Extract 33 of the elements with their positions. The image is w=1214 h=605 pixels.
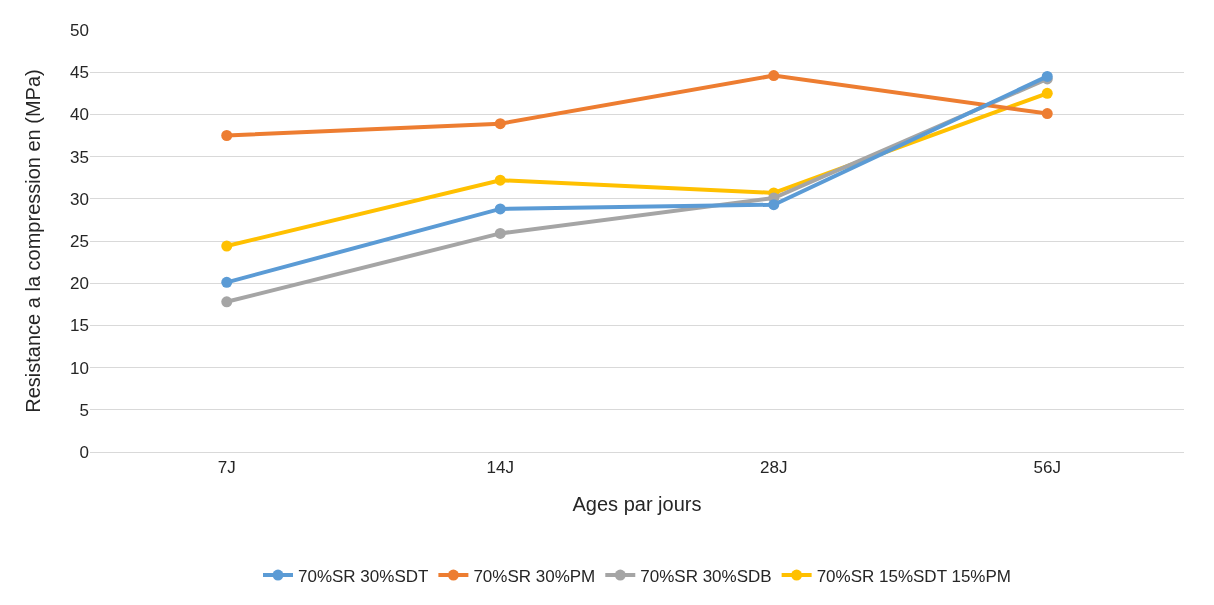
- legend-label: 70%SR 15%SDT 15%PM: [816, 566, 1011, 586]
- point: [221, 240, 233, 252]
- point: [494, 227, 506, 239]
- point: [1041, 87, 1053, 99]
- y-tick-label: 35: [70, 147, 89, 167]
- y-tick-label: 0: [79, 442, 89, 462]
- point: [768, 70, 780, 82]
- point: [494, 118, 506, 130]
- y-tick-label: 10: [70, 358, 89, 378]
- y-tick-label: 45: [70, 63, 89, 83]
- point: [221, 130, 233, 141]
- x-tick-label: 7J: [217, 458, 236, 478]
- y-tick-label: 50: [70, 20, 89, 40]
- y-tick-label: 25: [70, 231, 89, 251]
- y-axis-title: Resistance a la compression en (MPa): [22, 69, 44, 413]
- y-tick-label: 40: [70, 105, 89, 125]
- legend-label: 70%SR 30%SDB: [640, 566, 772, 586]
- point: [494, 174, 506, 186]
- point: [494, 203, 506, 215]
- x-tick-label: 28J: [760, 458, 788, 478]
- point: [1041, 108, 1053, 120]
- legend-label: 70%SR 30%SDT: [298, 566, 429, 586]
- x-axis-title: Ages par jours: [572, 492, 702, 515]
- y-tick-label: 20: [70, 274, 89, 294]
- point: [768, 199, 780, 211]
- y-tick-label: 30: [70, 189, 89, 209]
- y-tick-label: 15: [70, 316, 89, 336]
- point: [221, 296, 233, 308]
- legend-label: 70%SR 30%PM: [473, 566, 596, 586]
- point: [221, 276, 233, 288]
- x-tick-label: 14J: [486, 458, 514, 478]
- y-tick-label: 5: [79, 400, 89, 420]
- x-tick-label: 56J: [1033, 458, 1061, 478]
